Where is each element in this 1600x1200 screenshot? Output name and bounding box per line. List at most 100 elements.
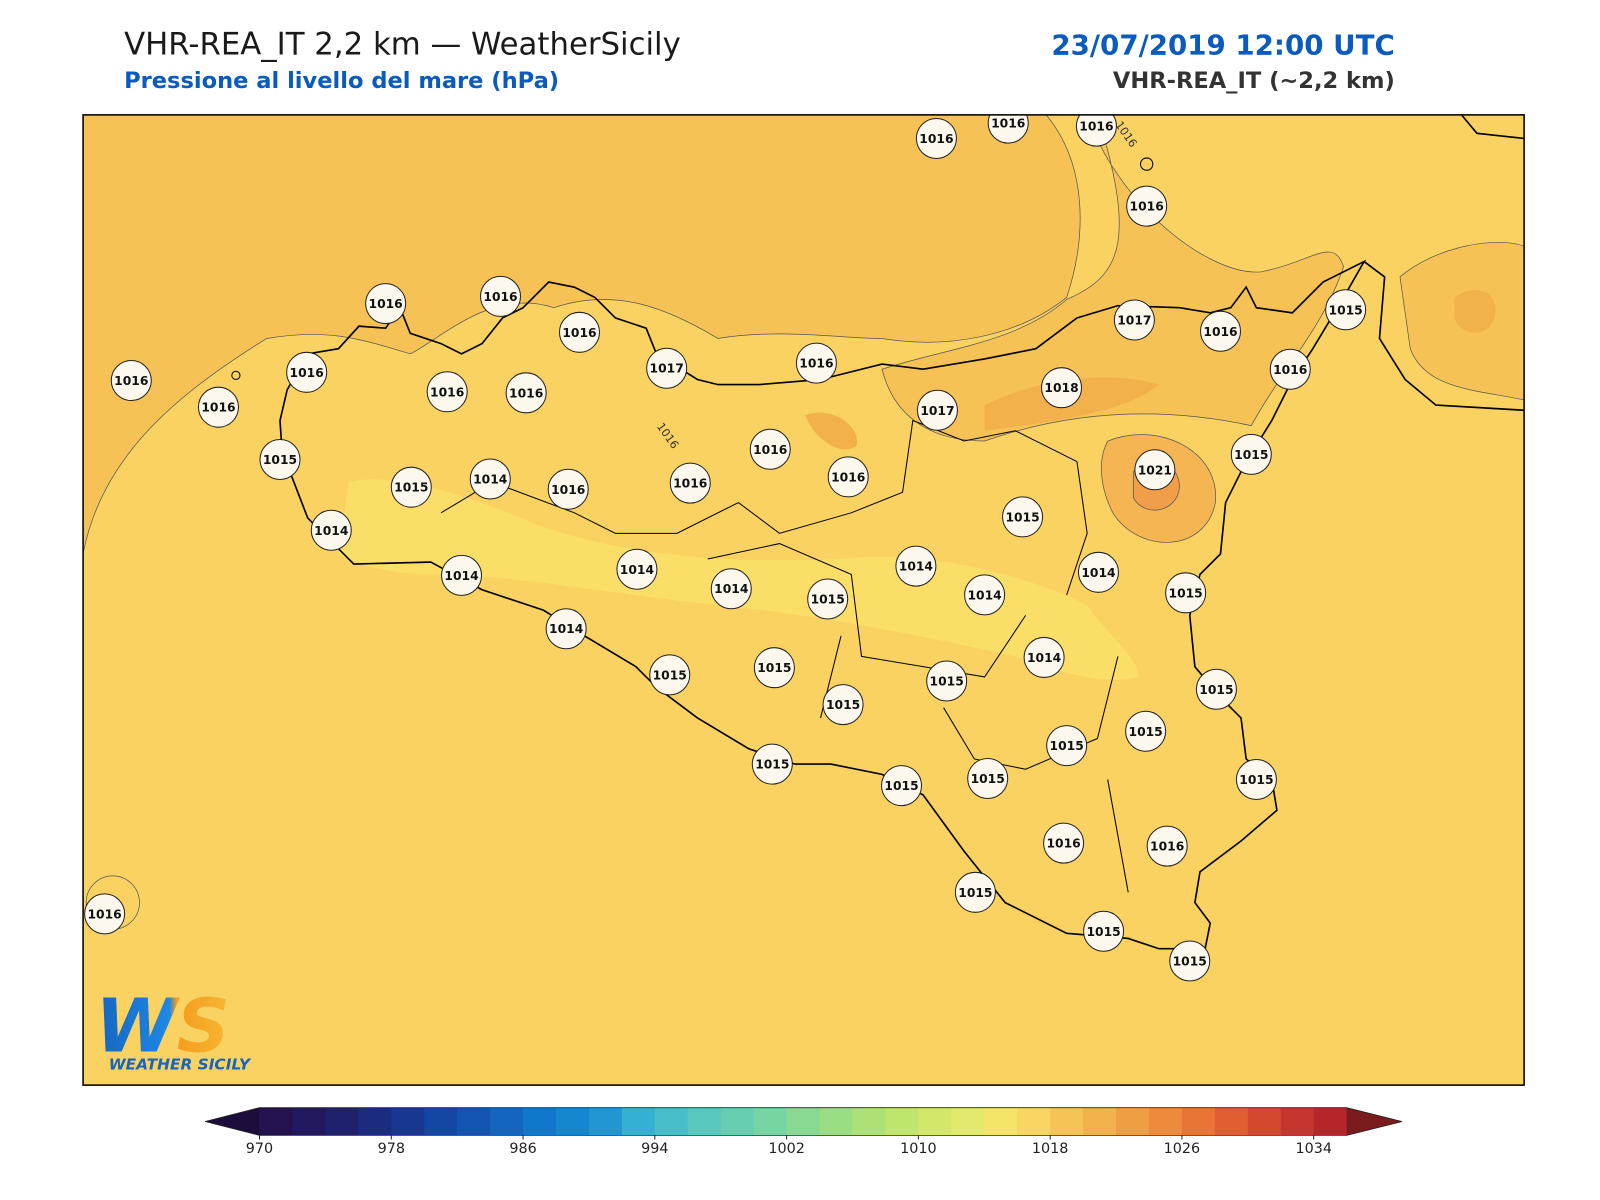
station-value: 1015 — [811, 593, 845, 607]
station-value: 1014 — [1027, 651, 1061, 665]
station-value: 1014 — [444, 569, 478, 583]
colorbar-bin — [391, 1107, 425, 1136]
station-value: 1016 — [991, 117, 1025, 131]
station-value: 1016 — [483, 290, 517, 304]
colorbar-bin — [292, 1107, 326, 1136]
station-value: 1014 — [899, 560, 933, 574]
station-value: 1015 — [263, 453, 297, 467]
station-value: 1014 — [314, 524, 348, 538]
map: 1016 1016 1016 1016 1016 1016 1016 1017 1016 1017… — [83, 114, 1525, 1086]
colorbar-bin — [358, 1107, 392, 1136]
station-marker — [1134, 449, 1176, 491]
station-value: 1015 — [884, 779, 918, 793]
station-marker — [1146, 825, 1188, 867]
station-marker — [479, 275, 522, 317]
colorbar-bin — [555, 1107, 590, 1136]
station-value: 1016 — [551, 483, 585, 497]
station-value: 1015 — [1086, 925, 1120, 939]
station-value: 1016 — [369, 297, 403, 311]
colorbar-bin — [753, 1107, 788, 1136]
station-value: 1016 — [799, 357, 833, 371]
colorbar-tick-label: 1026 — [1164, 1141, 1201, 1157]
station-marker — [827, 456, 869, 498]
station-marker — [1046, 725, 1088, 767]
station-value: 1015 — [757, 661, 791, 675]
station-marker — [1325, 289, 1367, 331]
colorbar-bin — [984, 1107, 1018, 1136]
station-marker — [1169, 940, 1211, 982]
model: VHR-REA_IT (~2,2 km) — [1113, 68, 1395, 94]
station-marker — [926, 660, 968, 702]
station-marker — [545, 608, 587, 650]
station-marker — [1269, 348, 1311, 390]
colorbar-tick-label: 1018 — [1032, 1141, 1069, 1157]
colorbar-bin — [588, 1107, 623, 1136]
station-value: 1015 — [958, 886, 992, 900]
colorbar-bin — [490, 1107, 524, 1136]
station-value: 1015 — [1234, 448, 1268, 462]
station-value: 1015 — [826, 698, 860, 712]
colorbar-bin — [654, 1107, 689, 1136]
station-marker — [1230, 433, 1272, 475]
station-marker — [669, 462, 711, 504]
colorbar-bin — [1050, 1107, 1084, 1136]
station-value: 1016 — [753, 443, 787, 457]
colorbar-bin — [1148, 1107, 1183, 1136]
colorbar-bin — [1247, 1107, 1282, 1136]
colorbar-extend — [205, 1107, 260, 1136]
colorbar-bin — [786, 1107, 821, 1136]
station-value: 1015 — [653, 668, 687, 682]
colorbar-bin — [852, 1107, 886, 1136]
station-value: 1016 — [831, 470, 865, 484]
station-marker — [987, 114, 1029, 144]
logo-text: WEATHER SICILY — [109, 1056, 252, 1074]
station-marker — [753, 647, 795, 689]
station-marker — [1195, 668, 1237, 710]
station-value: 1016 — [1203, 325, 1237, 339]
colorbar-bin — [1313, 1107, 1348, 1136]
station-marker — [441, 554, 483, 596]
station-marker — [1041, 367, 1083, 409]
colorbar-tick-label: 1010 — [900, 1141, 937, 1157]
colorbar-tick-label: 978 — [378, 1141, 405, 1157]
logo-mark: WS — [95, 983, 230, 1069]
colorbar-bin — [424, 1107, 458, 1136]
station-marker — [1083, 910, 1125, 952]
colorbar-bin — [1280, 1107, 1315, 1136]
station-marker — [916, 389, 958, 431]
station-marker — [807, 578, 849, 620]
title: VHR-REA_IT 2,2 km — WeatherSicily — [124, 26, 681, 62]
station-marker — [390, 466, 432, 508]
station-value: 1015 — [1239, 773, 1273, 787]
station-value: 1015 — [1169, 586, 1203, 600]
station-marker — [1077, 551, 1119, 593]
station-marker — [895, 545, 937, 587]
colorbar: 970 978 986 994 1002 1010 1018 1026 1034 — [205, 1107, 1403, 1157]
station-marker — [259, 438, 301, 480]
station-marker — [954, 871, 996, 913]
datetime: 23/07/2019 12:00 UTC — [1051, 28, 1394, 61]
map-frame — [82, 114, 1525, 1086]
station-value: 1015 — [1129, 725, 1163, 739]
island — [231, 370, 241, 380]
station-marker — [1125, 710, 1167, 752]
station-value: 1015 — [1005, 510, 1039, 524]
station-value: 1014 — [473, 473, 507, 487]
island — [1139, 157, 1154, 171]
station-marker — [547, 468, 589, 510]
station-value: 1016 — [1046, 837, 1080, 851]
colorbar-bin — [819, 1107, 854, 1136]
station-value: 1016 — [430, 385, 464, 399]
province-border — [440, 419, 1129, 893]
station-marker — [967, 757, 1009, 799]
colorbar-bin — [1214, 1107, 1249, 1136]
station-value: 1016 — [1079, 120, 1113, 134]
colorbar-bin — [951, 1107, 985, 1136]
pressure-core — [805, 412, 857, 450]
station-value: 1016 — [114, 374, 148, 388]
coastline — [1363, 114, 1525, 412]
station-marker — [197, 386, 239, 428]
station-value: 1015 — [971, 772, 1005, 786]
station-marker — [426, 371, 468, 413]
